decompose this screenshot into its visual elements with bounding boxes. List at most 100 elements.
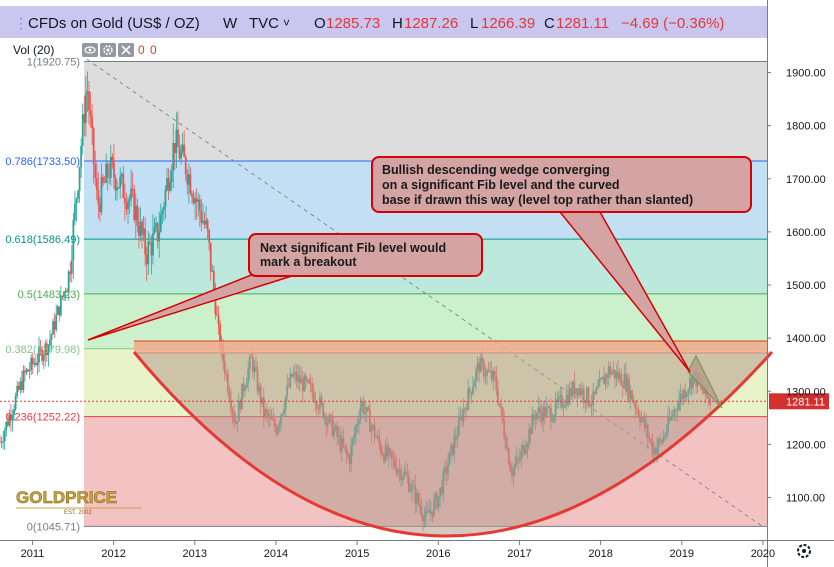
candle-body	[91, 116, 93, 129]
candle-body	[3, 430, 6, 442]
candle-body	[6, 421, 9, 426]
candle-body	[158, 231, 161, 242]
candle-body	[25, 369, 28, 373]
candle-body	[94, 163, 97, 179]
candle-body	[113, 161, 115, 178]
candle-body	[69, 271, 72, 274]
candle-body	[95, 178, 98, 191]
settings-gear-icon[interactable]	[797, 544, 811, 558]
candle-body	[8, 415, 11, 426]
candle-body	[42, 355, 45, 361]
candle-body	[184, 156, 187, 175]
candle-body	[17, 385, 20, 390]
fib-label: 0(1045.71)	[27, 521, 80, 533]
fib-label: 0.618(1586.49)	[5, 234, 80, 246]
candle-body	[10, 415, 12, 421]
source-label[interactable]: TVC	[249, 15, 279, 32]
resistance-band	[134, 341, 768, 354]
close-icon[interactable]	[118, 43, 134, 57]
candle-body	[102, 177, 104, 183]
x-tick-label: 2018	[588, 548, 612, 560]
change-value: −4.69 (−0.36%)	[621, 15, 724, 32]
x-tick-label: 2019	[670, 548, 694, 560]
y-tick-label: 1800.00	[786, 121, 826, 133]
candle-body	[219, 323, 221, 349]
y-tick-label: 1200.00	[786, 439, 826, 451]
open-value: 1285.73	[326, 15, 380, 32]
eye-icon[interactable]	[82, 43, 98, 57]
candle-body	[11, 414, 14, 421]
candle-body	[41, 349, 44, 361]
candle-body	[206, 219, 209, 230]
candle-body	[22, 370, 25, 390]
candle-body	[131, 188, 134, 190]
logo-est: EST. 2002	[64, 510, 92, 516]
interval-label[interactable]: W	[223, 15, 238, 32]
candle-body	[209, 242, 212, 272]
candle-body	[128, 198, 131, 202]
symbol-title[interactable]: CFDs on Gold (US$ / OZ)	[28, 15, 200, 32]
candle-body	[80, 145, 83, 168]
candle-body	[49, 340, 51, 345]
candle-body	[148, 241, 151, 244]
candle-body	[216, 314, 218, 316]
candle-body	[183, 144, 186, 157]
candle-body	[155, 223, 157, 227]
x-tick-label: 2017	[507, 548, 531, 560]
candle-body	[108, 177, 111, 179]
candle-body	[208, 229, 211, 243]
menu-dots-icon[interactable]: ⋮	[14, 15, 28, 31]
candle-body	[14, 395, 17, 410]
bowl-curve	[132, 350, 774, 538]
candle-body	[116, 187, 118, 191]
candle-body	[167, 178, 170, 191]
candle-body	[33, 363, 36, 365]
candle-body	[47, 344, 50, 356]
candle-body	[44, 343, 47, 356]
candle-body	[156, 223, 159, 242]
candle-body	[84, 93, 87, 123]
candle-body	[2, 441, 5, 443]
y-tick-label: 1400.00	[786, 333, 826, 345]
candle-body	[142, 228, 145, 235]
gear-icon[interactable]	[100, 43, 116, 57]
y-tick-label: 1700.00	[786, 174, 826, 186]
candle-body	[86, 91, 89, 94]
candle-body	[77, 190, 79, 199]
wedge-triangle	[687, 354, 723, 409]
volume-label[interactable]: Vol (20)	[13, 43, 54, 57]
fib-label: 0.236(1252.22)	[5, 412, 80, 424]
candle-body	[98, 204, 101, 213]
current-price-badge	[769, 393, 829, 410]
low-value: 1266.39	[481, 15, 535, 32]
candle-body	[30, 357, 33, 371]
candle-body	[186, 174, 189, 185]
close-value: 1281.11	[556, 15, 609, 32]
goldprice-logo: GOLDPRICE EST. 2002	[16, 488, 142, 516]
close-label: C	[544, 15, 555, 32]
candle-body	[88, 91, 90, 111]
candle-body	[27, 369, 29, 372]
source-chevron-icon[interactable]: ˅	[283, 16, 290, 30]
candle-body	[72, 219, 75, 261]
low-label: L	[470, 15, 478, 32]
candle-body	[103, 182, 106, 184]
candle-body	[105, 163, 108, 183]
candle-body	[34, 363, 37, 366]
candle-body	[75, 198, 78, 204]
x-tick-label: 2012	[101, 548, 125, 560]
y-tick-label: 1500.00	[786, 280, 826, 292]
candle-body	[194, 198, 197, 204]
y-tick-label: 1900.00	[786, 68, 826, 80]
candle-body	[166, 178, 168, 190]
candle-body	[13, 409, 15, 415]
note-wedge-line-1: Bullish descending wedge converging	[382, 163, 610, 177]
candle-body	[138, 226, 140, 236]
candle-body	[175, 129, 178, 154]
x-tick-label: 2014	[264, 548, 288, 560]
candle-body	[28, 370, 31, 372]
volume-value-2: 0	[150, 43, 157, 57]
candle-body	[145, 254, 148, 265]
